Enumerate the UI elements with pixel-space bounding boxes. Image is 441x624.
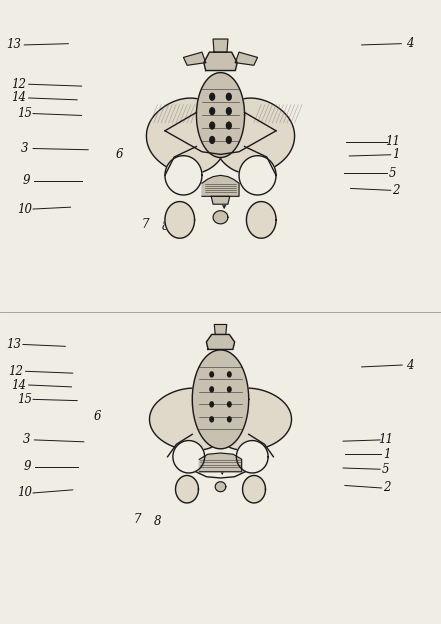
Polygon shape bbox=[183, 52, 206, 66]
Circle shape bbox=[226, 108, 231, 115]
Text: 12: 12 bbox=[11, 78, 26, 90]
Polygon shape bbox=[202, 175, 239, 197]
Text: 9: 9 bbox=[22, 175, 30, 187]
Circle shape bbox=[226, 94, 231, 100]
Polygon shape bbox=[247, 202, 276, 238]
Text: 10: 10 bbox=[17, 203, 32, 215]
Circle shape bbox=[210, 122, 215, 129]
Circle shape bbox=[226, 137, 231, 144]
Polygon shape bbox=[149, 388, 233, 451]
Text: 3: 3 bbox=[22, 434, 30, 446]
Text: 10: 10 bbox=[17, 487, 32, 499]
Text: 15: 15 bbox=[17, 107, 32, 120]
Polygon shape bbox=[215, 482, 226, 492]
Polygon shape bbox=[204, 52, 237, 71]
Text: 3: 3 bbox=[20, 142, 28, 155]
Polygon shape bbox=[213, 98, 295, 174]
Polygon shape bbox=[243, 475, 265, 503]
Circle shape bbox=[228, 372, 231, 377]
Polygon shape bbox=[208, 388, 292, 451]
Polygon shape bbox=[239, 156, 276, 195]
Text: 11: 11 bbox=[378, 434, 393, 446]
Polygon shape bbox=[196, 72, 245, 157]
Text: 11: 11 bbox=[385, 135, 400, 148]
Text: 7: 7 bbox=[142, 218, 149, 231]
Polygon shape bbox=[165, 202, 194, 238]
Text: 2: 2 bbox=[383, 482, 391, 494]
Text: 5: 5 bbox=[389, 167, 396, 180]
Polygon shape bbox=[211, 197, 230, 204]
Text: 12: 12 bbox=[8, 365, 23, 378]
Text: 6: 6 bbox=[115, 149, 123, 161]
Circle shape bbox=[210, 372, 213, 377]
Polygon shape bbox=[173, 441, 205, 473]
Polygon shape bbox=[146, 98, 228, 174]
Circle shape bbox=[210, 387, 213, 392]
Text: 13: 13 bbox=[6, 39, 21, 51]
Text: 4: 4 bbox=[406, 37, 414, 50]
Text: 15: 15 bbox=[17, 393, 32, 406]
Polygon shape bbox=[213, 211, 228, 224]
Text: 1: 1 bbox=[383, 448, 391, 461]
Circle shape bbox=[210, 402, 213, 407]
Circle shape bbox=[210, 94, 215, 100]
Polygon shape bbox=[235, 52, 258, 66]
Polygon shape bbox=[176, 475, 198, 503]
Polygon shape bbox=[206, 334, 235, 349]
Text: 9: 9 bbox=[23, 461, 31, 473]
Polygon shape bbox=[199, 453, 242, 472]
Text: 4: 4 bbox=[406, 359, 414, 371]
Text: 8: 8 bbox=[161, 220, 169, 233]
Circle shape bbox=[210, 417, 213, 422]
Text: 13: 13 bbox=[6, 338, 21, 351]
Circle shape bbox=[228, 387, 231, 392]
Polygon shape bbox=[236, 441, 268, 473]
Circle shape bbox=[226, 122, 231, 129]
Text: 8: 8 bbox=[154, 515, 162, 527]
Text: 1: 1 bbox=[392, 149, 400, 161]
Text: 2: 2 bbox=[392, 184, 400, 197]
Polygon shape bbox=[165, 156, 202, 195]
Text: 6: 6 bbox=[94, 411, 102, 423]
Text: 5: 5 bbox=[382, 463, 390, 475]
Circle shape bbox=[210, 137, 215, 144]
Circle shape bbox=[210, 108, 215, 115]
Polygon shape bbox=[192, 350, 249, 449]
Text: 7: 7 bbox=[134, 513, 142, 525]
Circle shape bbox=[228, 402, 231, 407]
Polygon shape bbox=[213, 39, 228, 52]
Circle shape bbox=[228, 417, 231, 422]
Text: 14: 14 bbox=[11, 92, 26, 104]
Text: 14: 14 bbox=[11, 379, 26, 391]
Polygon shape bbox=[214, 324, 227, 334]
